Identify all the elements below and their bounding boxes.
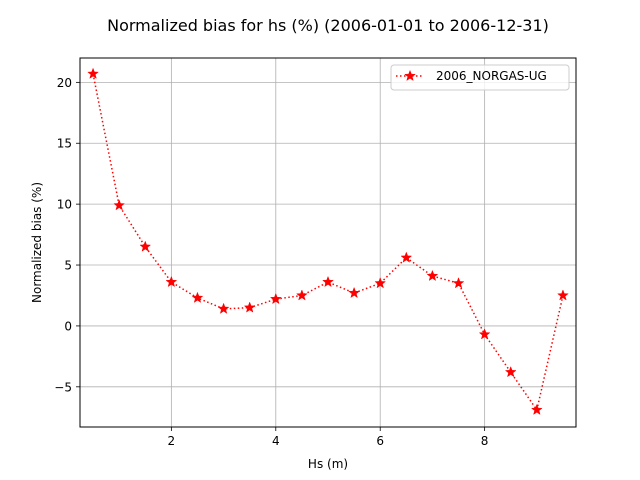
chart-title: Normalized bias for hs (%) (2006-01-01 t… (107, 16, 549, 35)
x-tick-label: 6 (376, 434, 384, 448)
data-point-star (243, 301, 256, 313)
data-point-star (295, 289, 308, 301)
y-tick-label: 5 (64, 259, 72, 273)
legend-label: 2006_NORGAS-UG (436, 69, 547, 83)
legend-star-marker (404, 69, 416, 82)
data-point-star (113, 199, 126, 211)
data-point-star (426, 269, 439, 282)
y-tick-label: 15 (57, 137, 72, 151)
data-point-star (191, 291, 204, 303)
x-tick-label: 8 (481, 434, 489, 448)
data-point-star (217, 302, 230, 314)
legend-box (390, 64, 570, 91)
data-point-star (322, 275, 334, 288)
data-point-star (530, 403, 543, 415)
data-point-star (87, 67, 99, 79)
series-layer (87, 67, 569, 415)
data-point-star (165, 275, 178, 288)
legend: 2006_NORGAS-UG (390, 64, 570, 91)
y-tick-label: 20 (57, 76, 72, 90)
data-point-star (557, 289, 569, 301)
x-tick-label: 4 (272, 434, 280, 448)
y-axis-label: Normalized bias (%) (30, 182, 44, 303)
y-tick-label: −5 (54, 380, 72, 394)
data-point-star (269, 292, 282, 305)
y-tick-label: 10 (57, 198, 72, 212)
axis-ticks: 2 4 6 8 −5 0 5 10 15 20 (54, 76, 488, 448)
data-point-star (478, 328, 491, 340)
data-point-star (348, 286, 361, 299)
x-axis-label: Hs (m) (308, 457, 348, 471)
y-tick-label: 0 (64, 319, 72, 333)
data-point-star (452, 277, 465, 289)
data-point-star (504, 365, 517, 378)
data-point-star (374, 277, 387, 289)
data-point-star (400, 251, 413, 263)
data-point-star (139, 240, 152, 252)
plot-frame (79, 57, 577, 428)
x-tick-label: 2 (168, 434, 176, 448)
